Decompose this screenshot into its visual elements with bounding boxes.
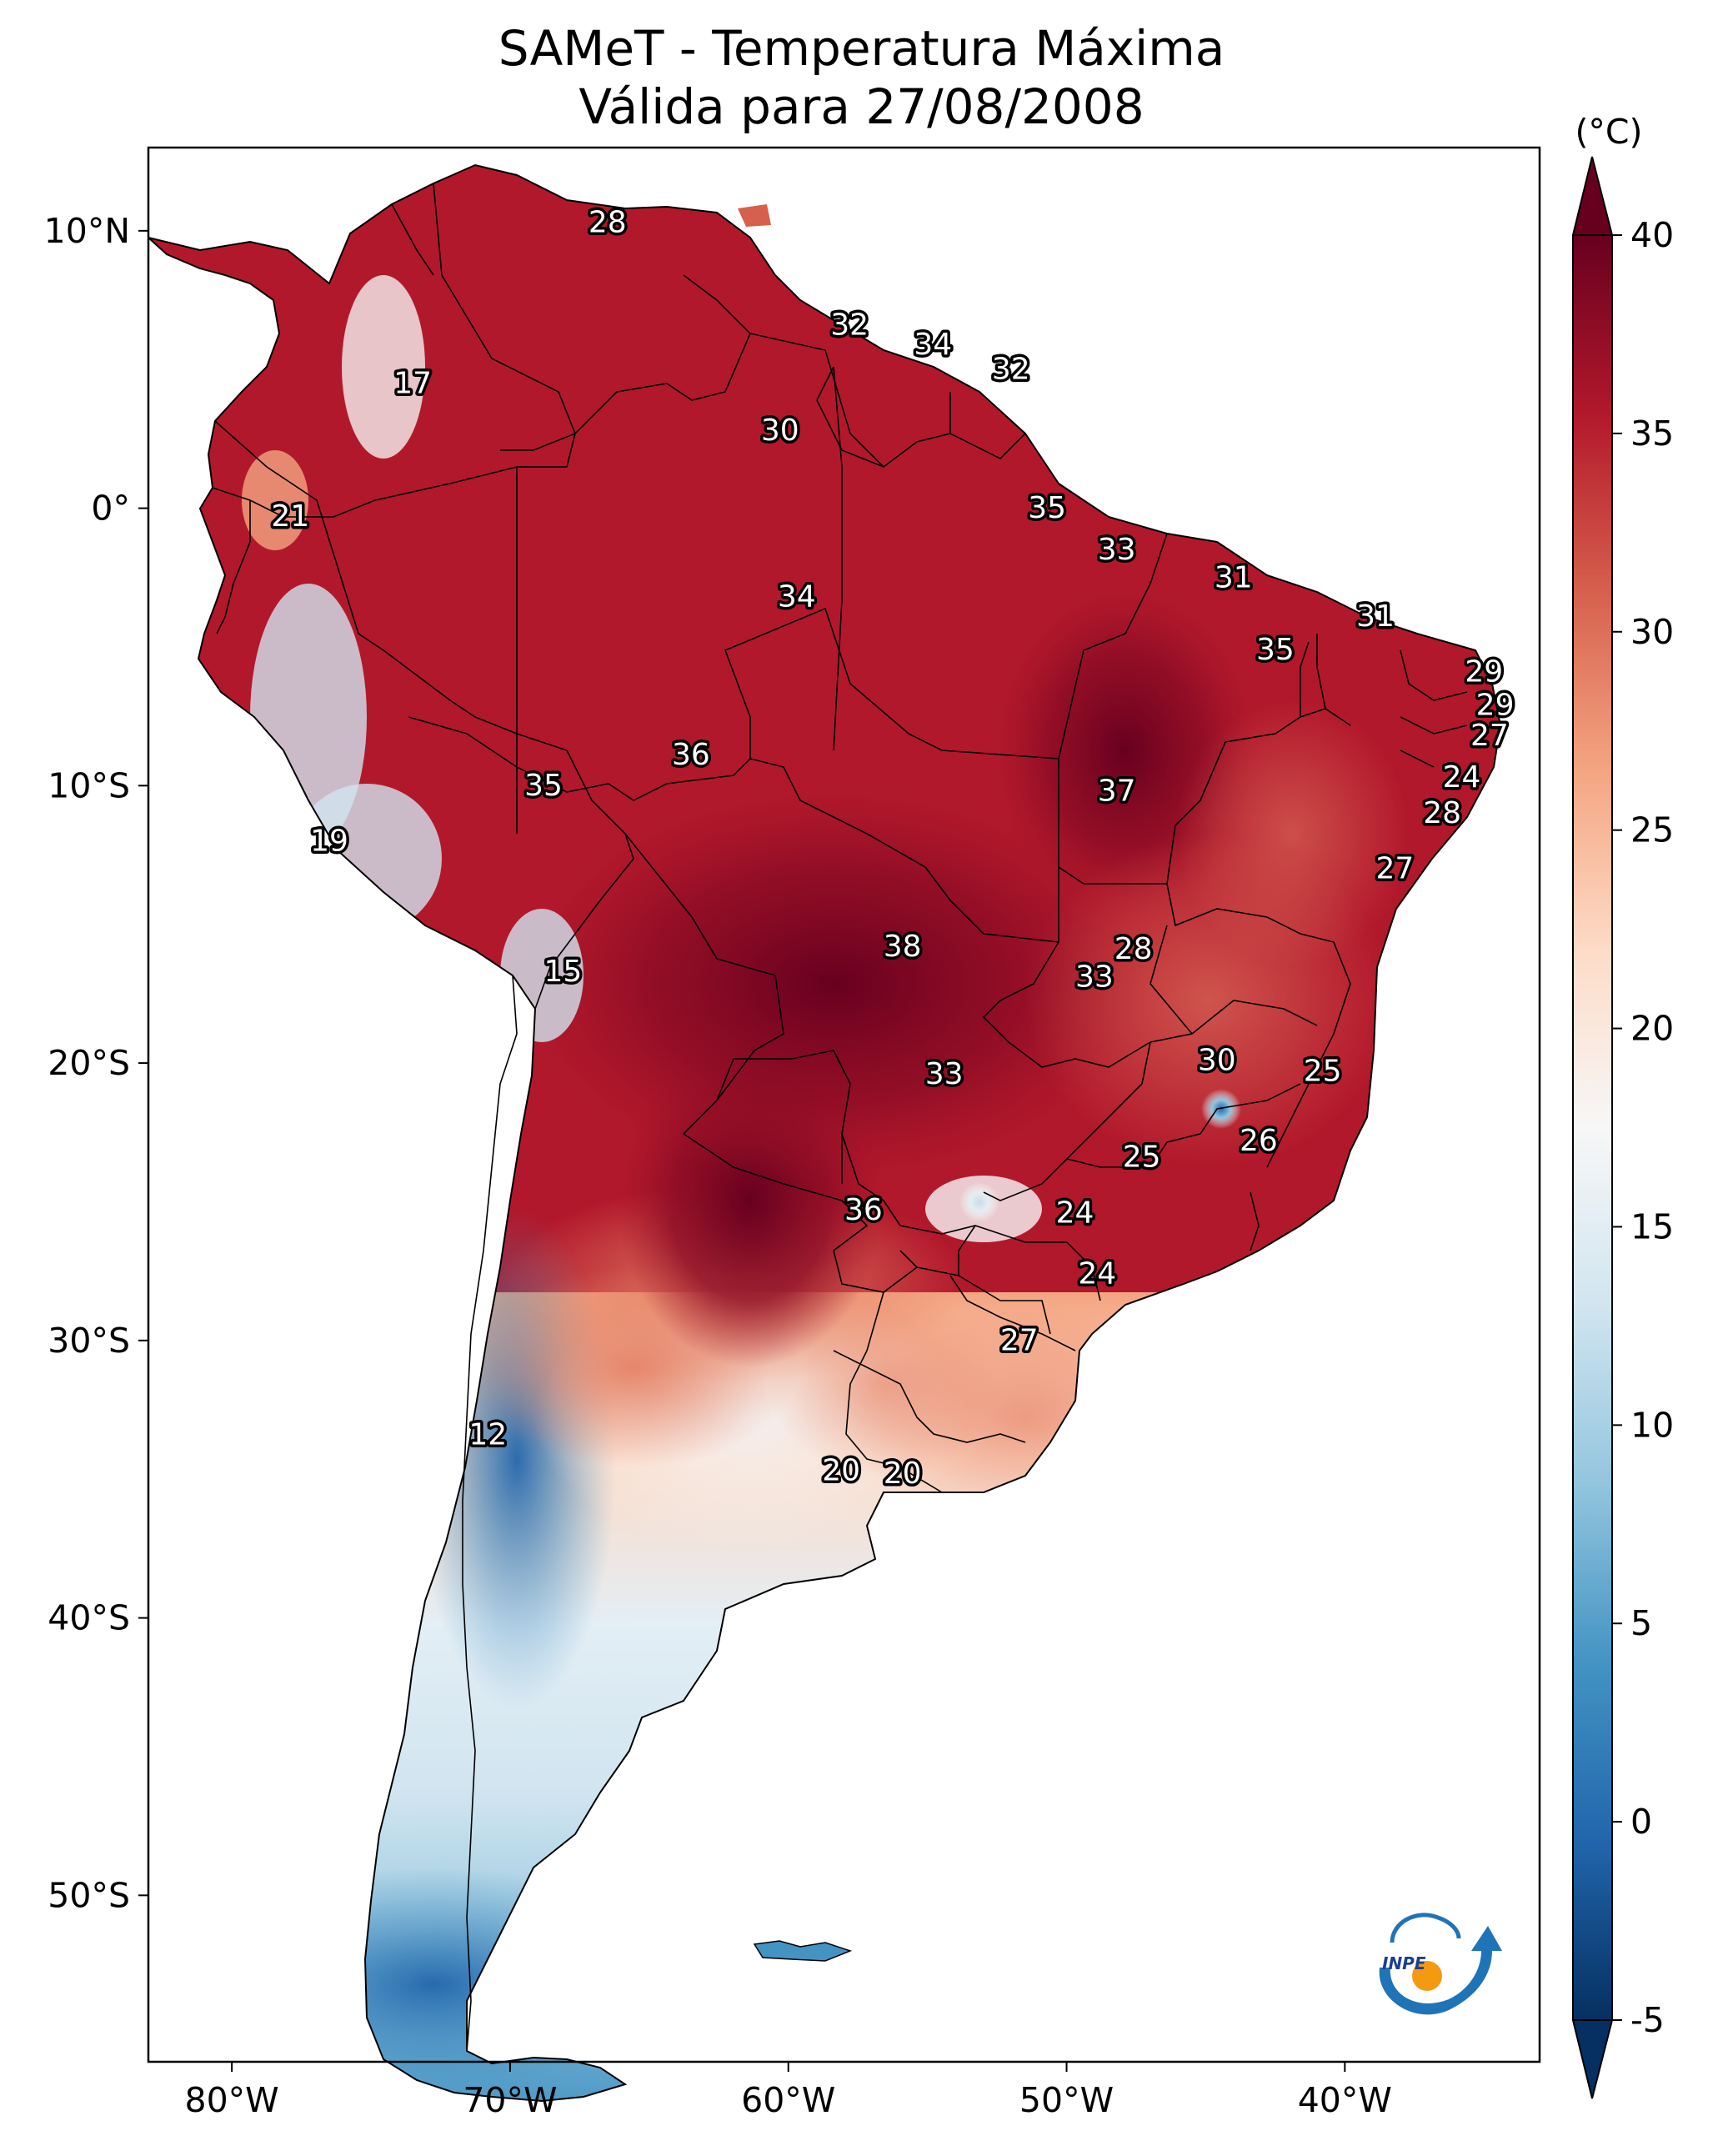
- lon-tick-label: 40°W: [1298, 2080, 1392, 2120]
- contour-value-label: 27: [1000, 1323, 1039, 1357]
- contour-value-label: 33: [925, 1057, 964, 1091]
- map-title-line-1: SAMeT - Temperatura Máxima: [498, 20, 1225, 77]
- contour-value-label: 29: [1465, 654, 1503, 689]
- contour-value-label: 33: [1098, 533, 1136, 567]
- contour-value-label: 25: [1123, 1141, 1161, 1175]
- lon-tick-label: 60°W: [741, 2080, 835, 2120]
- political-borders: [212, 183, 1468, 2052]
- colorbar: 40 35 30 25 20 15 10 5 0 -5 (°C): [1571, 112, 1674, 2099]
- contour-value-label: 24: [1078, 1256, 1116, 1291]
- colorbar-tick-label: 30: [1630, 612, 1674, 652]
- contour-value-label: 36: [844, 1193, 883, 1227]
- lat-tick-label: 30°S: [48, 1321, 130, 1361]
- longitude-axis: 80°W 70°W 60°W 50°W 40°W: [185, 2062, 1392, 2120]
- contour-value-label: 38: [884, 930, 922, 964]
- contour-value-label: 34: [914, 328, 952, 362]
- lon-tick-label: 80°W: [185, 2080, 279, 2120]
- colorbar-tick-label: 20: [1630, 1009, 1674, 1049]
- contour-value-label: 28: [1423, 796, 1461, 830]
- colorbar-frame: [1572, 234, 1613, 2021]
- lat-tick-label: 0°: [91, 489, 130, 529]
- contour-value-label: 15: [543, 955, 582, 989]
- contour-value-label: 37: [1098, 774, 1136, 808]
- colorbar-ticks: 40 35 30 25 20 15 10 5 0 -5: [1612, 215, 1674, 2040]
- contour-value-label: 30: [1198, 1043, 1236, 1077]
- contour-value-label: 26: [1240, 1124, 1278, 1158]
- contour-value-label: 28: [589, 205, 627, 239]
- coastline: [148, 163, 1502, 2103]
- contour-value-label: 31: [1356, 599, 1395, 634]
- map-frame: [147, 146, 1541, 2063]
- contour-value-label: 20: [822, 1454, 860, 1488]
- logo-arrow-icon: [1379, 1926, 1502, 2015]
- colorbar-min-extension: [1571, 2019, 1614, 2099]
- contour-value-label: 25: [1304, 1055, 1342, 1089]
- lon-tick-label: 70°W: [463, 2080, 557, 2120]
- logo-text: INPE: [1382, 1953, 1426, 1973]
- lat-tick-label: 10°S: [48, 765, 130, 805]
- contour-value-label: 33: [1075, 960, 1114, 994]
- colorbar-tick-label: 35: [1630, 414, 1674, 454]
- contour-value-label: 35: [1256, 633, 1295, 667]
- lon-tick-label: 50°W: [1019, 2080, 1114, 2120]
- contour-value-label: 35: [524, 769, 563, 803]
- contour-value-label: 19: [310, 824, 348, 858]
- lat-tick-label: 20°S: [48, 1043, 130, 1083]
- contour-value-label: 32: [992, 353, 1030, 387]
- contour-value-label: 27: [1376, 852, 1415, 886]
- inpe-logo: INPE: [1379, 1913, 1502, 2015]
- colorbar-tick-label: -5: [1630, 2000, 1665, 2040]
- lat-tick-label: 50°S: [48, 1875, 130, 1915]
- colorbar-gradient: [1573, 235, 1612, 2020]
- contour-value-label: 21: [271, 499, 309, 534]
- contour-value-label: 35: [1028, 491, 1066, 525]
- colorbar-max-extension: [1571, 156, 1614, 236]
- colorbar-tick-label: 25: [1630, 810, 1674, 850]
- contour-value-label: 24: [1056, 1196, 1094, 1230]
- colorbar-tick-label: 10: [1630, 1405, 1674, 1445]
- colorbar-tick-label: 15: [1630, 1206, 1674, 1246]
- colorbar-tick-label: 40: [1630, 215, 1674, 255]
- contour-value-label: 31: [1215, 560, 1253, 594]
- contour-value-label: 28: [1114, 932, 1153, 966]
- contour-value-label: 17: [393, 366, 432, 400]
- logo-orbit-icon: [1390, 1913, 1461, 1943]
- contour-value-label: 29: [1476, 688, 1515, 722]
- contour-value-label: 30: [761, 414, 799, 448]
- caribbean-islands: [738, 204, 771, 227]
- contour-value-label: 36: [672, 738, 710, 772]
- contour-value-label: 34: [778, 580, 816, 614]
- colorbar-tick-label: 0: [1630, 1802, 1652, 1842]
- colorbar-unit-label: (°C): [1575, 112, 1642, 152]
- logo-sun-icon: [1412, 1961, 1442, 1991]
- map-title-line-2: Válida para 27/08/2008: [579, 78, 1144, 135]
- contour-value-label: 20: [884, 1457, 922, 1491]
- contour-value-label: 27: [1470, 719, 1509, 753]
- lat-tick-label: 10°N: [44, 211, 130, 251]
- falkland-islands: [753, 1940, 853, 1962]
- contour-value-label: 32: [830, 308, 869, 342]
- contour-value-label: 12: [468, 1417, 507, 1452]
- latitude-axis: 10°N 0° 10°S 20°S 30°S 40°S 50°S: [44, 211, 148, 1915]
- colorbar-tick-label: 5: [1630, 1603, 1652, 1643]
- lat-tick-label: 40°S: [48, 1598, 130, 1638]
- contour-value-label: 24: [1443, 760, 1481, 795]
